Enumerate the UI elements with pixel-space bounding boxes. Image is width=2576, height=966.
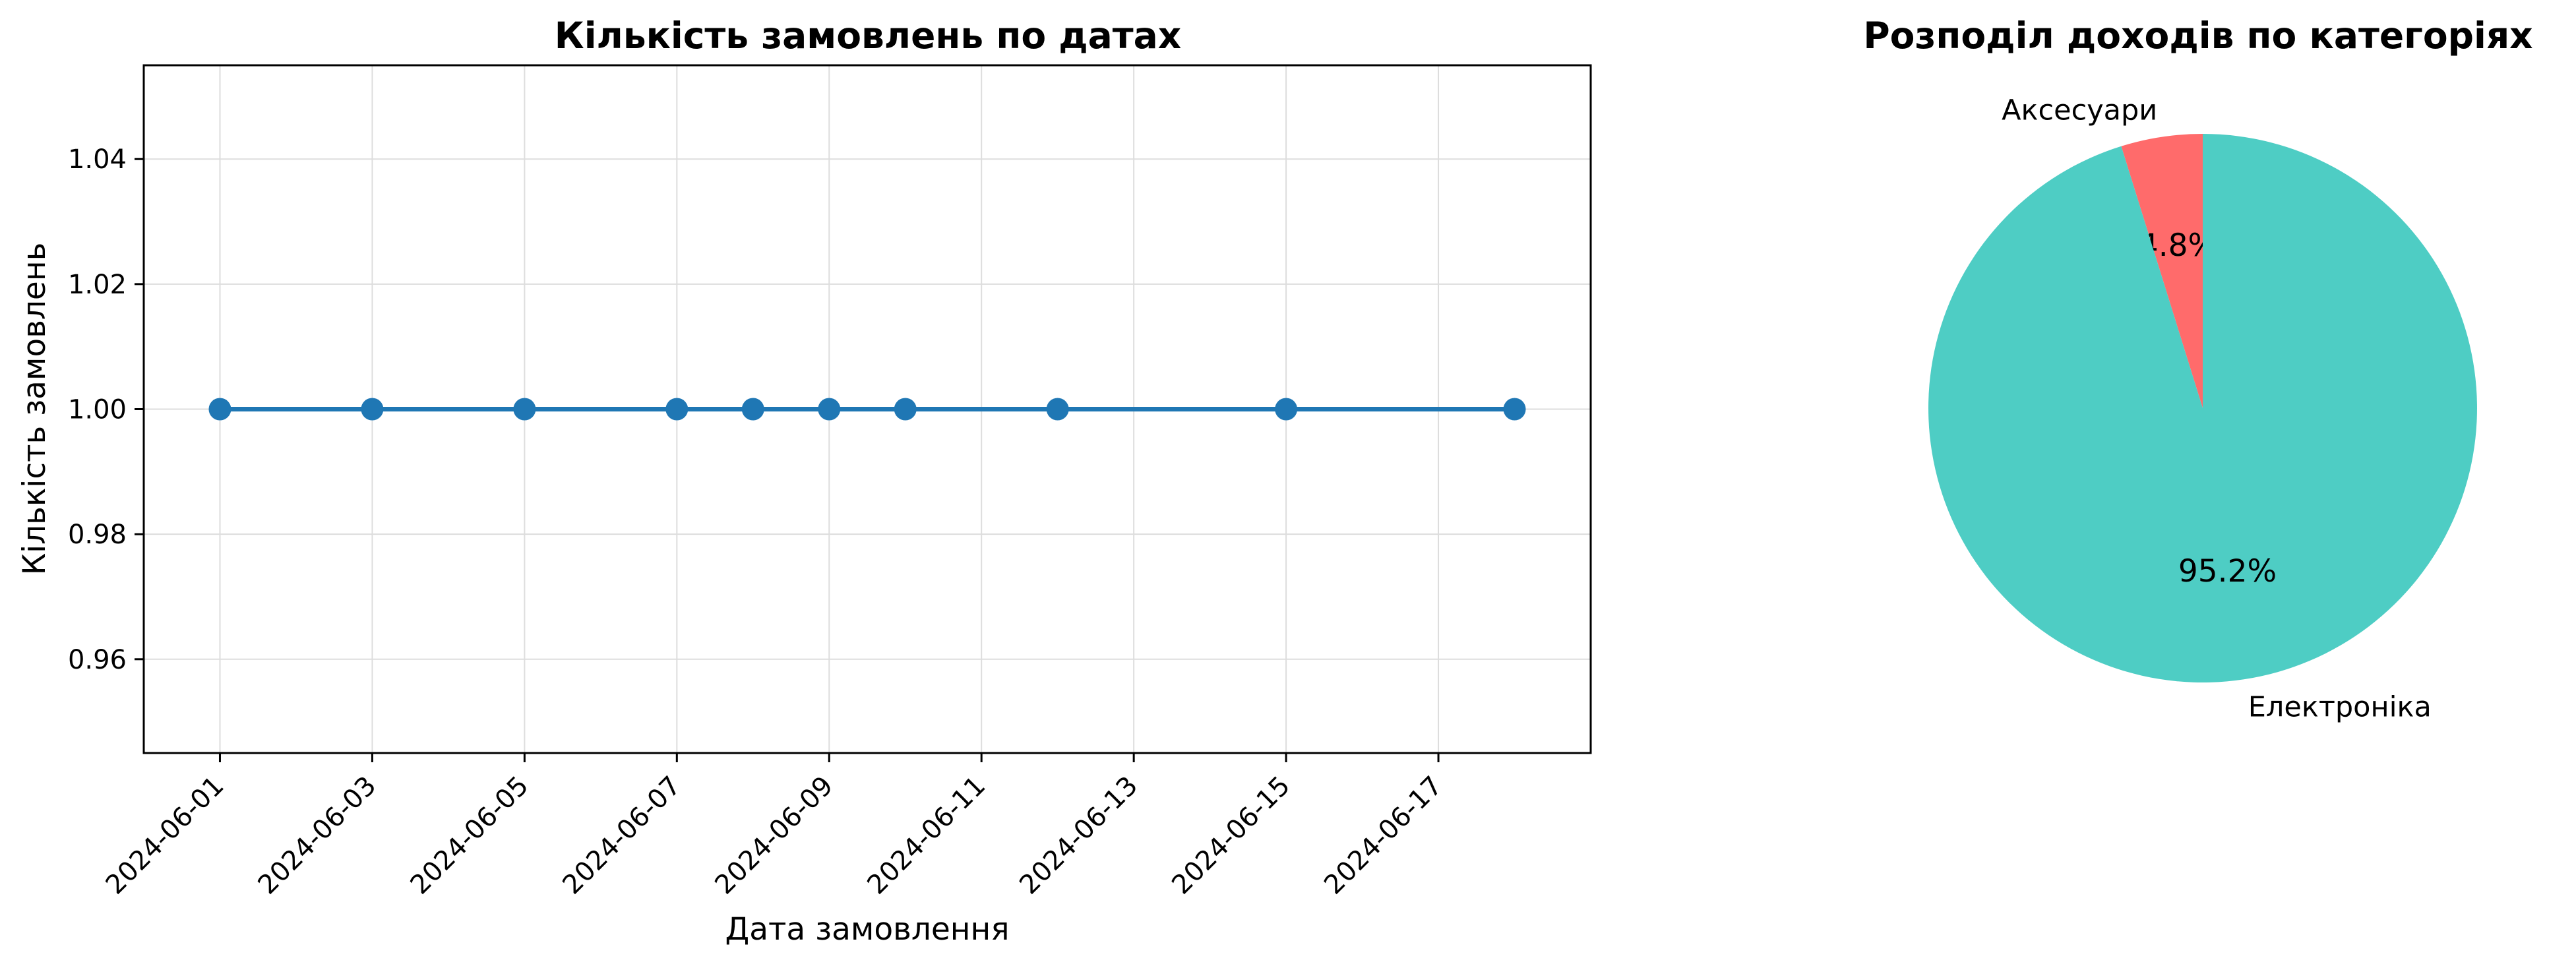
pie-percent-label: 95.2%: [2178, 553, 2277, 589]
pie-chart: Розподіл доходів по категоріях Аксесуари…: [1863, 15, 2532, 723]
x-tick-label: 2024-06-07: [557, 771, 687, 901]
y-tick-label: 1.00: [68, 395, 127, 425]
data-point: [361, 398, 384, 421]
line-chart-title: Кількість замовлень по датах: [555, 15, 1182, 57]
x-tick-label: 2024-06-09: [709, 771, 839, 901]
x-tick-label: 2024-06-05: [405, 771, 535, 901]
y-tick-label: 1.04: [68, 144, 127, 175]
x-tick-label: 2024-06-13: [1014, 771, 1144, 901]
data-point: [1275, 398, 1298, 421]
pie-slice-label: Аксесуари: [2002, 94, 2157, 127]
x-tick-label: 2024-06-17: [1318, 771, 1448, 901]
x-tick-label: 2024-06-15: [1166, 771, 1296, 901]
x-tick-label: 2024-06-01: [100, 771, 230, 901]
pie-slice-label: Електроніка: [2248, 690, 2432, 723]
x-axis-label: Дата замовлення: [725, 911, 1009, 948]
data-point: [741, 398, 764, 421]
data-point: [818, 398, 841, 421]
data-point: [665, 398, 689, 421]
y-tick-label: 0.98: [68, 520, 127, 550]
data-point: [1503, 398, 1526, 421]
line-chart: Кількість замовлень по датах 2024-06-01 2…: [16, 15, 1592, 948]
y-axis-label: Кількість замовлень: [16, 243, 53, 576]
x-tick-label: 2024-06-11: [861, 771, 991, 901]
plot-frame: [142, 64, 1592, 754]
data-point: [513, 398, 536, 421]
x-tick-label: 2024-06-03: [253, 771, 383, 901]
y-tick-label: 0.96: [68, 645, 127, 675]
pie-slice: [2121, 134, 2203, 408]
pie-slice: [1928, 134, 2478, 682]
pie-chart-title: Розподіл доходів по категоріях: [1863, 15, 2532, 57]
data-point: [894, 398, 917, 421]
y-tick-label: 1.02: [68, 270, 127, 300]
series-line: [208, 398, 1526, 421]
data-point: [1046, 398, 1069, 421]
data-point: [208, 398, 231, 421]
axis-ticks: 2024-06-01 2024-06-03 2024-06-05 2024-06-07…: [68, 144, 1448, 900]
